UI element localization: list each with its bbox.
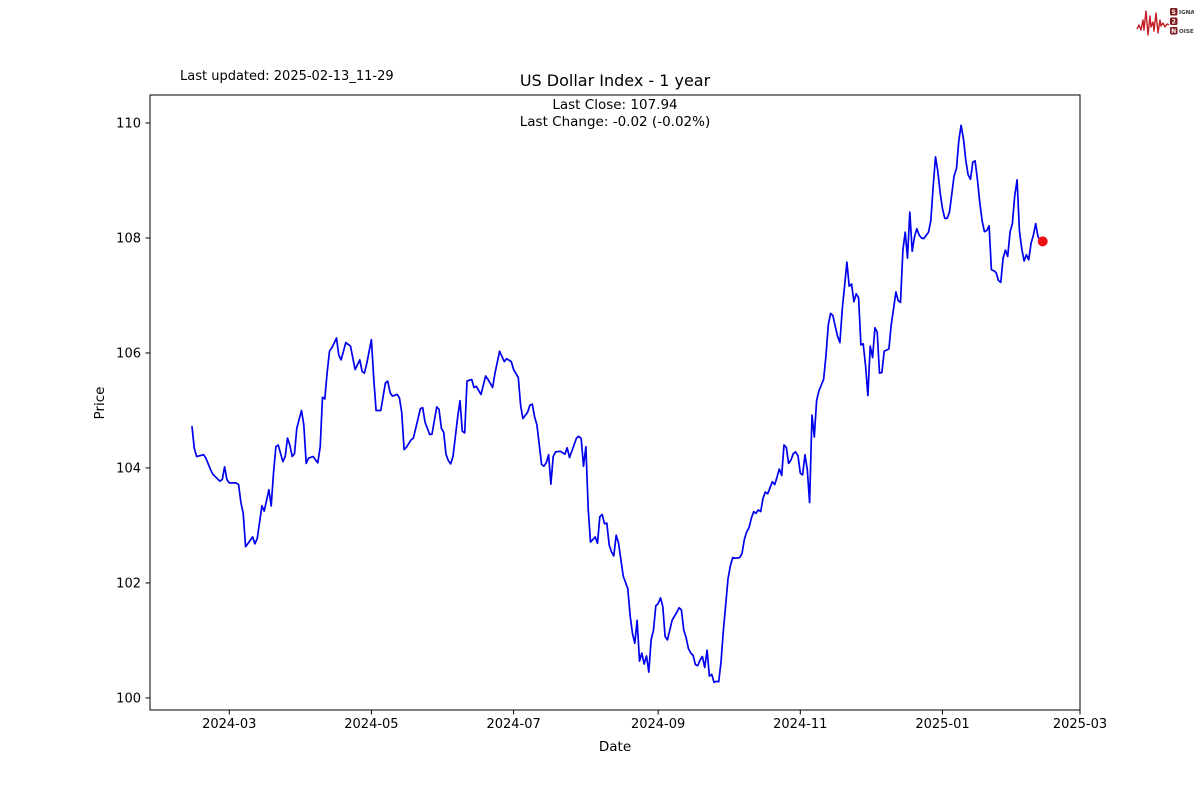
last-updated-label: Last updated: 2025-02-13_11-29 — [180, 69, 394, 84]
y-tick-label: 106 — [116, 346, 141, 361]
chart-subtitle-last-change: Last Change: -0.02 (-0.02%) — [519, 114, 711, 130]
x-tick-label: 2025-03 — [1053, 717, 1107, 732]
y-tick-label: 108 — [116, 231, 141, 246]
chart-title: US Dollar Index - 1 year — [519, 71, 711, 90]
axis-frame — [149, 94, 1081, 711]
logo-word-signal: IGNAL — [1179, 10, 1194, 16]
y-tick-label: 110 — [116, 116, 141, 131]
waveform-icon — [1136, 10, 1170, 36]
x-tick-label: 2024-09 — [631, 717, 685, 732]
chart-subtitle-last-close: Last Close: 107.94 — [552, 97, 678, 113]
x-tick-label: 2025-01 — [915, 717, 969, 732]
x-tick-label: 2024-05 — [344, 717, 398, 732]
last-price-marker — [1037, 236, 1048, 247]
y-tick-label: 102 — [116, 576, 141, 591]
logo-wordmark: S IGNAL 2 N OISE — [1170, 8, 1194, 35]
logo-letterbox-n — [1170, 27, 1178, 35]
logo-word-noise: OISE — [1179, 29, 1194, 35]
x-axis-label: Date — [598, 739, 632, 755]
logo-letterbox-2 — [1170, 17, 1178, 25]
price-line — [191, 124, 1044, 684]
logo-letterbox-s — [1170, 8, 1178, 16]
y-tick-label: 104 — [116, 461, 141, 476]
logo-letter-n: N — [1171, 28, 1176, 35]
x-tick-label: 2024-03 — [202, 717, 256, 732]
x-tick-label: 2024-07 — [486, 717, 540, 732]
x-tick-label: 2024-11 — [773, 717, 827, 732]
logo-letter-2: 2 — [1172, 18, 1176, 25]
logo-letter-s: S — [1172, 9, 1176, 16]
y-tick-label: 100 — [116, 691, 141, 706]
brand-logo: S IGNAL 2 N OISE — [1136, 8, 1194, 36]
